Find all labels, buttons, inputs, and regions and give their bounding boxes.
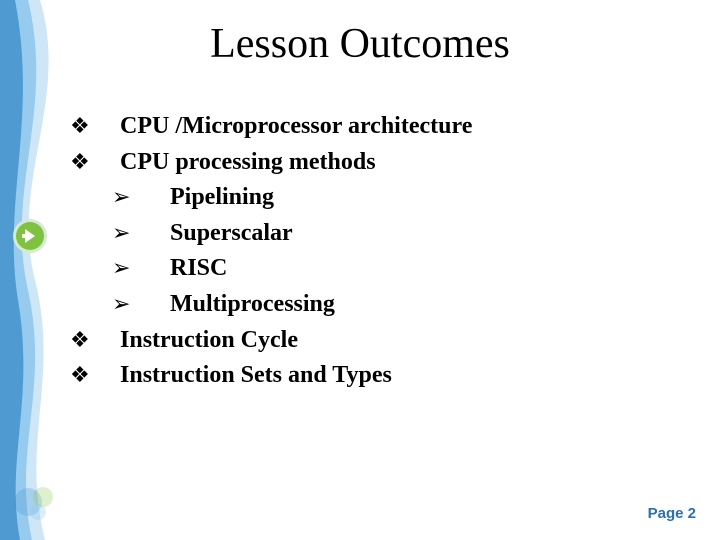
- list-item: ❖ Instruction Cycle: [70, 324, 680, 358]
- next-arrow-icon: [12, 218, 48, 254]
- list-subitem-text: Superscalar: [170, 217, 293, 251]
- list-item-text: Instruction Cycle: [120, 324, 298, 358]
- diamond-bullet-icon: ❖: [70, 113, 120, 139]
- diamond-bullet-icon: ❖: [70, 327, 120, 353]
- arrow-bullet-icon: ➢: [112, 220, 170, 246]
- list-item: ❖ Instruction Sets and Types: [70, 359, 680, 393]
- diamond-bullet-icon: ❖: [70, 149, 120, 175]
- slide: Lesson Outcomes ❖ CPU /Microprocessor ar…: [0, 0, 720, 540]
- arrow-bullet-icon: ➢: [112, 255, 170, 281]
- list-item-text: Instruction Sets and Types: [120, 359, 392, 393]
- list-subitem-text: Multiprocessing: [170, 288, 335, 322]
- list-subitem-text: Pipelining: [170, 181, 274, 215]
- list-subitem-text: RISC: [170, 252, 227, 286]
- list-item: ❖ CPU /Microprocessor architecture: [70, 110, 680, 144]
- template-logo-icon: [8, 472, 98, 532]
- arrow-bullet-icon: ➢: [112, 291, 170, 317]
- slide-title: Lesson Outcomes: [0, 20, 720, 68]
- outcome-list: ❖ CPU /Microprocessor architecture ❖ CPU…: [70, 110, 680, 395]
- list-item-text: CPU /Microprocessor architecture: [120, 110, 472, 144]
- list-subitem: ➢ Multiprocessing: [70, 288, 680, 322]
- list-subitem: ➢ RISC: [70, 252, 680, 286]
- list-item-text: CPU processing methods: [120, 146, 376, 180]
- list-subitem: ➢ Superscalar: [70, 217, 680, 251]
- list-item: ❖ CPU processing methods: [70, 146, 680, 180]
- page-number: Page 2: [648, 505, 696, 522]
- arrow-bullet-icon: ➢: [112, 184, 170, 210]
- diamond-bullet-icon: ❖: [70, 362, 120, 388]
- list-subitem: ➢ Pipelining: [70, 181, 680, 215]
